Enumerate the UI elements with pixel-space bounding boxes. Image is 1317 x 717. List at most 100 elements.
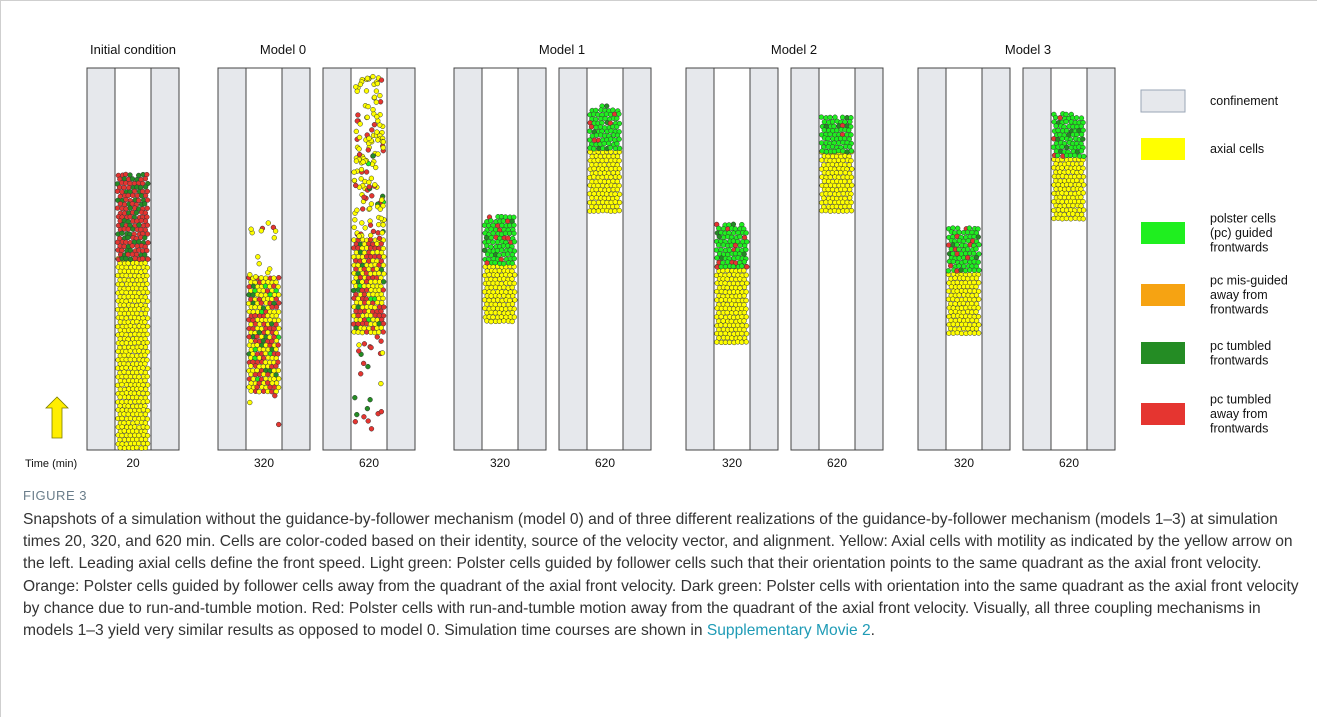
cell	[716, 225, 722, 231]
cell	[591, 146, 597, 152]
cell	[973, 292, 980, 298]
cell	[509, 260, 515, 266]
cell	[847, 195, 853, 201]
cell	[144, 339, 150, 346]
cell	[376, 329, 382, 335]
cell	[356, 134, 363, 141]
cell	[743, 230, 749, 236]
legend-item: pc tumbled away from frontwards	[1141, 393, 1271, 436]
cell	[377, 92, 383, 99]
cell	[601, 140, 607, 147]
cell	[129, 176, 136, 182]
cell	[248, 226, 254, 232]
cell	[614, 115, 620, 122]
cell	[496, 268, 503, 274]
cell	[130, 192, 136, 199]
cell-cluster	[586, 103, 623, 214]
cell	[973, 254, 980, 261]
caption-text: Snapshots of a simulation without the gu…	[23, 509, 1303, 642]
cell-cluster	[1050, 111, 1087, 222]
figure-caption: FIGURE 3 Snapshots of a simulation witho…	[23, 488, 1303, 642]
cell	[380, 295, 386, 302]
cell	[132, 255, 138, 262]
cell	[729, 335, 735, 341]
cell	[273, 372, 279, 378]
legend-item: axial cells	[1141, 138, 1264, 160]
cell	[380, 222, 386, 228]
cell	[144, 231, 151, 237]
cell	[488, 218, 494, 224]
cell	[271, 235, 277, 241]
legend-swatch	[1140, 89, 1186, 113]
cell	[364, 75, 371, 81]
cell	[1080, 207, 1087, 213]
cell	[589, 195, 595, 201]
cell	[361, 194, 367, 200]
legend-label: axial cells	[1210, 142, 1264, 156]
cell	[947, 263, 954, 269]
cell	[375, 137, 381, 143]
cell	[273, 363, 279, 369]
cell	[276, 325, 282, 332]
cell	[275, 317, 282, 323]
cell	[356, 146, 362, 152]
cell	[848, 148, 855, 154]
cell	[484, 260, 490, 266]
cell	[253, 274, 259, 280]
cell	[965, 326, 971, 332]
cell	[836, 191, 842, 197]
cell	[381, 279, 387, 285]
cell	[370, 153, 376, 159]
cell	[273, 313, 279, 319]
cell	[142, 411, 149, 417]
cell	[378, 338, 384, 344]
cell	[945, 268, 952, 274]
cell	[849, 166, 855, 172]
confinement-wall-left	[217, 67, 247, 451]
cell	[744, 280, 750, 286]
cell	[359, 220, 365, 226]
cell	[378, 77, 385, 83]
cell	[256, 389, 262, 395]
cell	[117, 201, 123, 207]
simulation-panel	[558, 67, 652, 451]
cell	[380, 287, 386, 293]
legend-swatch	[1141, 284, 1185, 306]
cell	[819, 157, 825, 163]
cell	[367, 397, 373, 403]
cell	[254, 317, 261, 323]
cell	[142, 445, 149, 451]
column-title-model-1: Model 1	[539, 42, 585, 57]
panel-time-label: 320	[254, 456, 274, 470]
cell	[380, 321, 387, 327]
cell	[741, 259, 748, 265]
simulation-panel	[685, 67, 779, 451]
cell	[371, 94, 378, 100]
cell	[616, 111, 622, 117]
cell	[360, 360, 367, 367]
cell	[144, 281, 150, 287]
cell	[127, 205, 133, 211]
cell	[354, 207, 360, 213]
cell	[827, 199, 833, 205]
cell	[1078, 131, 1085, 138]
cell	[1068, 216, 1074, 222]
cell	[1078, 194, 1084, 200]
cell	[351, 169, 357, 175]
cell	[1074, 177, 1080, 184]
cell	[144, 247, 150, 254]
cell	[272, 393, 278, 399]
cell	[840, 148, 846, 154]
cell	[258, 228, 264, 234]
cell	[365, 363, 371, 370]
cell	[359, 329, 365, 336]
cell	[743, 339, 749, 345]
cell	[743, 323, 750, 329]
cell	[142, 201, 148, 207]
cell	[273, 304, 280, 310]
cell	[377, 206, 383, 212]
cell	[380, 329, 386, 335]
legend-item: polster cells (pc) guided frontwards	[1141, 212, 1276, 255]
cell	[133, 210, 140, 216]
supplementary-movie-link[interactable]: Supplementary Movie 2	[706, 622, 871, 640]
